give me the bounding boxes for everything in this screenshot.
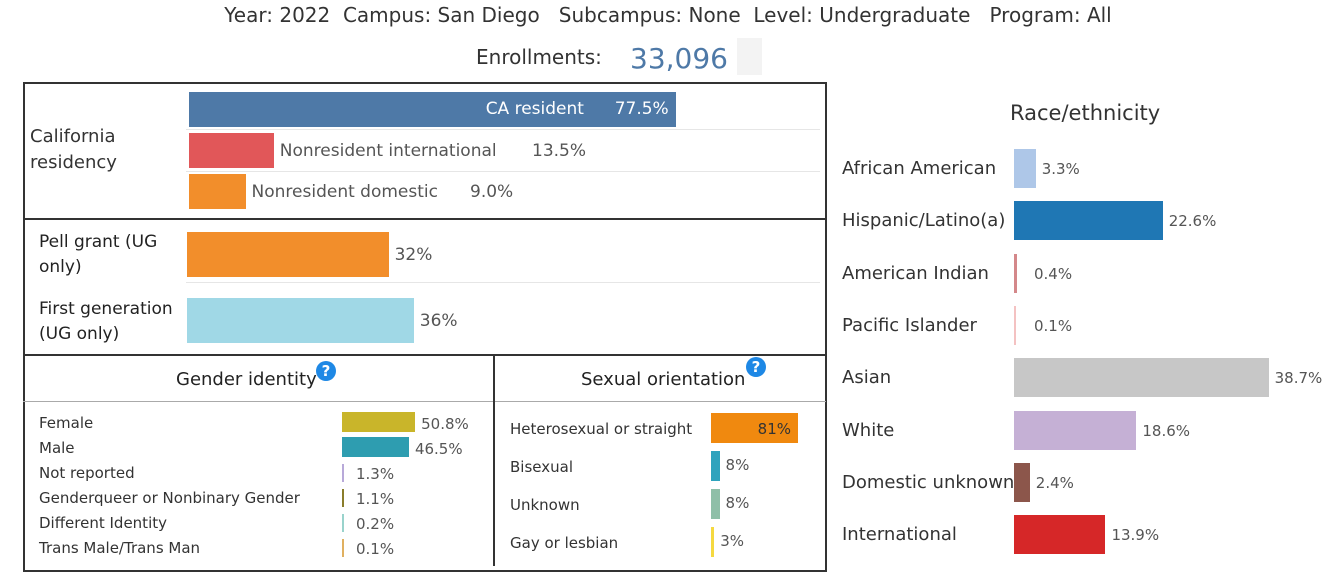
race-bar-pct: 3.3% [1041,160,1080,178]
gender-category-label: Different Identity [39,514,167,532]
race-bar-pct: 2.4% [1035,474,1074,492]
sexual-help-icon[interactable]: ? [746,357,766,377]
divider-residency [23,218,827,220]
sexual-bar [711,489,720,519]
race-title: Race/ethnicity [1010,101,1161,125]
pell-sep [186,282,820,283]
race-category-label: Pacific Islander [842,315,977,336]
residency-bar-pct: 13.5% [532,141,587,161]
sexual-bar [711,413,798,443]
gender-header-line [23,401,493,402]
sexual-bar [711,451,720,481]
sexual-bar-pct: 8% [725,494,750,512]
race-bar [1014,306,1016,345]
firstgen-bar-pct: 36% [419,311,458,331]
race-category-label: Asian [842,367,892,388]
firstgen-bar [187,298,414,343]
sexual-category-label: Heterosexual or straight [510,420,693,438]
race-category-label: White [842,420,895,441]
race-bar-pct: 18.6% [1142,422,1191,440]
race-bar-pct: 38.7% [1274,369,1323,387]
residency-sep-1 [186,129,820,130]
gender-bar-pct: 1.1% [356,490,395,508]
residency-bar [189,133,274,168]
pell-bar [187,232,389,277]
gender-bar [342,489,344,507]
gender-bar-pct: 46.5% [414,440,463,458]
race-category-label: Hispanic/Latino(a) [842,210,1006,231]
race-bar-pct: 13.9% [1111,526,1160,544]
sexual-bar-pct: 3% [720,532,744,550]
gender-bar-pct: 0.2% [356,515,395,533]
sexual-category-label: Gay or lesbian [510,534,619,552]
divider-pell [23,354,827,356]
divider-gender-sexual [493,354,495,566]
sexual-title: Sexual orientation [581,369,746,390]
race-bar-pct: 0.4% [1034,265,1073,283]
race-bar [1014,201,1163,240]
gender-bar [342,437,409,457]
sexual-header-line [495,401,826,402]
gender-title: Gender identity [176,369,317,390]
sexual-bar-pct: 8% [725,456,750,474]
gender-bar [342,464,344,482]
gender-category-label: Male [39,439,75,457]
race-category-label: American Indian [842,263,989,284]
race-bar [1014,463,1030,502]
gender-category-label: Genderqueer or Nonbinary Gender [39,489,300,507]
gender-category-label: Trans Male/Trans Man [39,539,201,557]
residency-bar-label: Nonresident international [279,141,497,161]
race-category-label: Domestic unknown [842,472,1015,493]
sexual-category-label: Unknown [510,496,580,514]
residency-bar [189,174,246,209]
race-category-label: International [842,524,957,545]
gender-bar [342,412,416,432]
filter-summary: Year: 2022 Campus: San Diego Subcampus: … [224,3,1112,27]
gender-category-label: Not reported [39,464,135,482]
residency-sep-2 [186,171,820,172]
gender-bar-pct: 50.8% [421,415,469,433]
enrollments-label: Enrollments: [476,45,602,69]
enrollments-value: 33,096 [630,42,728,75]
pell-bar-pct: 32% [394,245,433,265]
gender-bar-pct: 1.3% [356,465,395,483]
race-bar-pct: 0.1% [1034,317,1073,335]
sexual-bar-pct: 81% [757,420,791,438]
residency-bar [189,92,676,127]
pell-label: Pell grant (UG only) [39,232,158,277]
residency-bar-label: CA resident [485,99,584,119]
race-category-label: African American [842,158,997,179]
race-bar [1014,515,1106,554]
enrollments-placeholder-box [737,38,762,75]
residency-bar-pct: 9.0% [470,182,514,202]
race-bar [1014,411,1137,450]
gender-bar [342,514,344,532]
race-bar [1014,358,1269,397]
sexual-category-label: Bisexual [510,458,573,476]
residency-bar-pct: 77.5% [614,99,669,119]
residency-bar-label: Nonresident domestic [251,182,438,202]
race-bar-pct: 22.6% [1168,212,1217,230]
race-bar [1014,149,1036,188]
gender-bar-pct: 0.1% [356,540,395,558]
residency-label: California residency [30,126,117,173]
firstgen-label: First generation (UG only) [39,299,173,344]
gender-bar [342,539,344,557]
sexual-bar [711,527,715,557]
gender-help-icon[interactable]: ? [316,361,336,381]
gender-category-label: Female [39,414,94,432]
race-bar [1014,254,1017,293]
